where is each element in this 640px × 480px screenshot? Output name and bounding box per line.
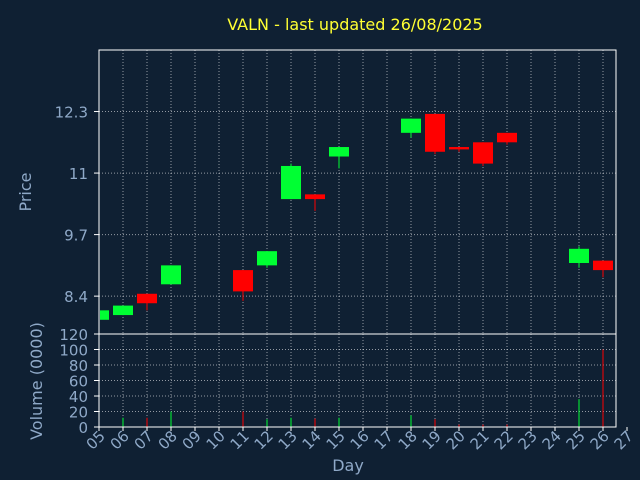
volume-bars bbox=[98, 349, 604, 427]
volume-tick-label: 40 bbox=[69, 388, 88, 406]
price-tick-label: 9.7 bbox=[64, 227, 88, 245]
candle-08 bbox=[161, 265, 181, 285]
x-tick-label: 14 bbox=[299, 427, 325, 453]
candle-13 bbox=[281, 163, 301, 200]
x-tick-label: 12 bbox=[251, 427, 277, 453]
candle-body bbox=[233, 270, 253, 292]
price-panel-frame bbox=[98, 49, 617, 335]
volume-gridlines bbox=[99, 334, 616, 427]
candle-body bbox=[329, 147, 349, 157]
volume-tick-label: 120 bbox=[59, 326, 88, 344]
x-tick-label: 08 bbox=[155, 427, 181, 453]
x-tick-label: 16 bbox=[347, 427, 373, 453]
candle-body bbox=[473, 142, 493, 164]
x-tick-label: 13 bbox=[275, 427, 301, 453]
candle-22 bbox=[497, 132, 517, 145]
candle-body bbox=[257, 251, 277, 266]
candle-26 bbox=[593, 260, 613, 278]
candle-body bbox=[569, 248, 589, 263]
x-tick-labels: 0506070809101112131415161718192021222324… bbox=[83, 427, 637, 453]
x-tick-label: 24 bbox=[539, 427, 565, 453]
price-tick-label: 8.4 bbox=[64, 288, 88, 306]
y-axis-label-price: Price bbox=[16, 172, 35, 211]
candle-06 bbox=[113, 305, 133, 316]
volume-tick-label: 0 bbox=[78, 419, 88, 437]
candlesticks bbox=[98, 113, 613, 320]
volume-tick-label: 60 bbox=[69, 373, 88, 391]
candle-body bbox=[113, 305, 133, 316]
volume-panel-frame bbox=[98, 333, 617, 428]
candle-body bbox=[401, 118, 421, 133]
candle-12 bbox=[257, 251, 277, 268]
x-tick-label: 21 bbox=[467, 427, 493, 453]
candle-19 bbox=[425, 113, 445, 155]
x-tick-label: 15 bbox=[323, 427, 349, 453]
candle-05 bbox=[98, 310, 109, 320]
x-tick-label: 19 bbox=[419, 427, 445, 453]
x-tick-label: 17 bbox=[371, 427, 397, 453]
price-tick-labels: 8.4 9.7 11 12.3 bbox=[55, 104, 99, 306]
candle-07 bbox=[137, 293, 157, 311]
x-tick-label: 10 bbox=[203, 427, 229, 453]
candle-body bbox=[100, 310, 109, 320]
candle-15 bbox=[329, 147, 349, 169]
volume-tick-label: 20 bbox=[69, 404, 88, 422]
candle-body bbox=[425, 113, 445, 152]
x-tick-label: 27 bbox=[611, 427, 637, 453]
candle-25 bbox=[569, 246, 589, 268]
y-axis-label-volume: Volume (0000) bbox=[27, 322, 46, 440]
volume-tick-label: 100 bbox=[59, 342, 88, 360]
x-tick-label: 07 bbox=[131, 427, 157, 453]
candle-body bbox=[305, 194, 325, 200]
x-tick-label: 26 bbox=[587, 427, 613, 453]
candle-body bbox=[449, 147, 469, 150]
candle-21 bbox=[473, 142, 493, 166]
x-tick-label: 22 bbox=[491, 427, 517, 453]
x-tick-label: 06 bbox=[107, 427, 133, 453]
x-tick-label: 09 bbox=[179, 427, 205, 453]
candle-body bbox=[161, 265, 181, 285]
x-tick-label: 11 bbox=[227, 427, 253, 453]
candle-18 bbox=[401, 118, 421, 138]
candle-body bbox=[593, 260, 613, 271]
x-tick-label: 25 bbox=[563, 427, 589, 453]
price-tick-label: 12.3 bbox=[55, 104, 88, 122]
candle-body bbox=[137, 293, 157, 304]
x-axis-label: Day bbox=[332, 456, 364, 475]
volume-tick-label: 80 bbox=[69, 357, 88, 375]
candle-body bbox=[497, 132, 517, 143]
x-tick-label: 23 bbox=[515, 427, 541, 453]
price-gridlines bbox=[99, 50, 616, 334]
x-tick-label: 18 bbox=[395, 427, 421, 453]
price-tick-label: 11 bbox=[69, 165, 88, 183]
candle-14 bbox=[305, 194, 325, 211]
candle-body bbox=[281, 165, 301, 200]
candle-11 bbox=[233, 270, 253, 301]
chart-title: VALN - last updated 26/08/2025 bbox=[227, 15, 482, 34]
candle-20 bbox=[449, 147, 469, 152]
x-tick-label: 20 bbox=[443, 427, 469, 453]
